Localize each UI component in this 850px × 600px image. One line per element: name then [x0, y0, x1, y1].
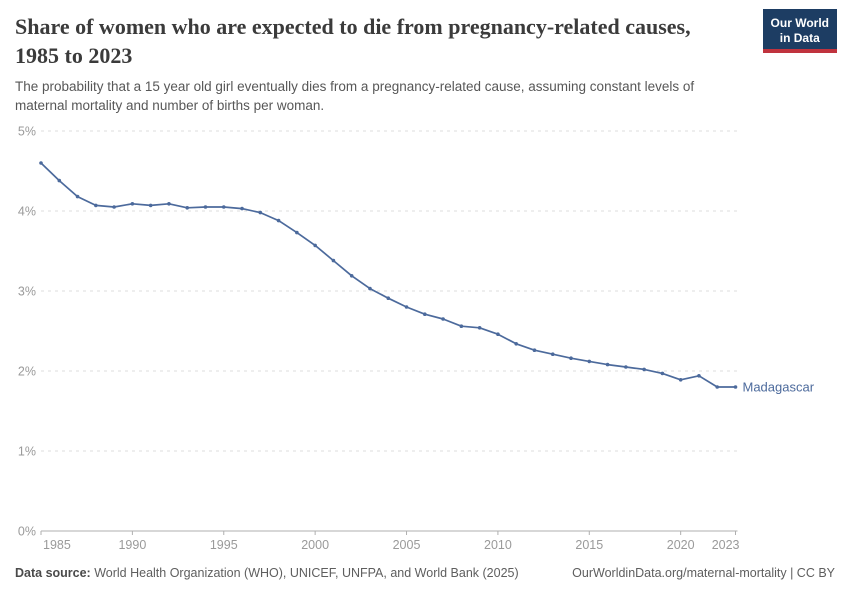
x-tick-label: 1995: [210, 538, 238, 552]
chart-footer: Data source: World Health Organization (…: [15, 566, 835, 580]
data-point: [678, 378, 683, 382]
y-tick-label: 2%: [18, 365, 36, 379]
data-point: [587, 359, 592, 364]
y-tick-label: 3%: [18, 285, 36, 299]
attribution: OurWorldinData.org/maternal-mortality | …: [572, 566, 835, 580]
data-point: [148, 203, 153, 208]
owid-logo: Our World in Data: [762, 9, 837, 54]
data-point: [733, 385, 738, 389]
data-point: [477, 326, 482, 330]
x-tick-label: 2015: [575, 538, 603, 552]
data-source-text: World Health Organization (WHO), UNICEF,…: [90, 566, 519, 580]
data-point: [624, 365, 628, 369]
y-tick-label: 5%: [18, 125, 36, 139]
data-point: [459, 324, 464, 329]
owid-logo-line2: in Data: [779, 30, 820, 45]
data-point: [313, 243, 317, 248]
data-point: [423, 312, 427, 317]
data-source-label: Data source:: [15, 566, 91, 580]
data-point: [75, 194, 80, 199]
x-tick-label: 2000: [301, 538, 329, 552]
data-point: [167, 202, 171, 206]
data-point: [660, 371, 665, 376]
data-point: [112, 205, 116, 209]
x-tick-label: 1985: [43, 538, 71, 552]
data-point: [605, 362, 610, 367]
y-tick-label: 0%: [18, 525, 36, 539]
data-point: [550, 352, 555, 357]
x-tick-label: 2020: [667, 538, 695, 552]
data-point: [349, 274, 354, 278]
data-point: [295, 230, 299, 235]
data-point: [368, 286, 372, 291]
data-point: [386, 296, 391, 301]
data-line-madagascar: [40, 162, 737, 388]
x-tick-label: 2005: [393, 538, 421, 552]
data-point: [203, 205, 208, 209]
data-source: Data source: World Health Organization (…: [15, 566, 519, 580]
data-point: [240, 206, 244, 211]
data-point: [404, 305, 409, 309]
data-point: [441, 317, 445, 321]
data-point: [697, 374, 701, 378]
chart-title: Share of women who are expected to die f…: [15, 14, 691, 68]
data-point: [642, 367, 646, 372]
data-point: [94, 203, 98, 208]
data-point: [221, 205, 226, 209]
data-point: [39, 161, 43, 165]
series-label-madagascar: Madagascar: [743, 380, 815, 395]
chart-subtitle: The probability that a 15 year old girl …: [15, 79, 695, 114]
data-point: [532, 348, 537, 353]
owid-logo-line1: Our World: [770, 16, 829, 30]
x-tick-label: 2023: [712, 538, 740, 552]
data-point: [258, 210, 263, 215]
data-point: [514, 342, 518, 346]
x-tick-label: 1990: [118, 538, 146, 552]
data-point: [331, 258, 336, 263]
data-point: [276, 218, 281, 223]
data-point: [57, 178, 62, 183]
x-tick-label: 2010: [484, 538, 512, 552]
data-point: [715, 385, 720, 389]
y-tick-label: 1%: [18, 445, 36, 459]
data-point: [569, 356, 573, 361]
y-tick-label: 4%: [18, 205, 36, 219]
data-point: [185, 206, 190, 210]
data-point: [496, 332, 500, 337]
data-point: [130, 202, 135, 206]
